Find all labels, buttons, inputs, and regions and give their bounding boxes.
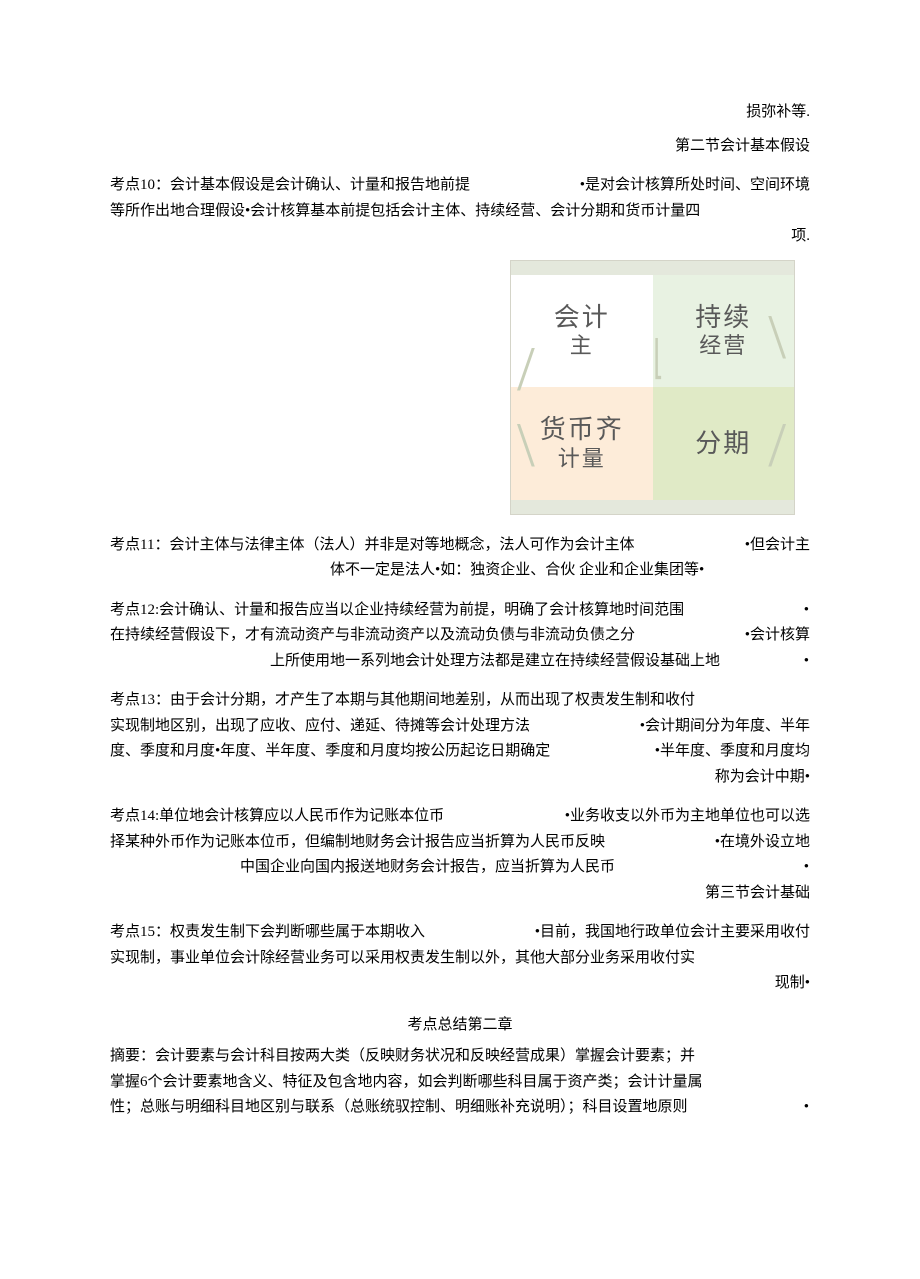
p14-l2b: •在境外设立地 (715, 830, 810, 856)
chart-tl-l1: 会计 (554, 302, 610, 333)
p11-l1b: •但会计主 (745, 533, 810, 559)
summary-title: 考点总结第二章 (110, 1013, 810, 1039)
summary-body: 摘要：会计要素与会计科目按两大类（反映财务状况和反映经营成果）掌握会计要素；并 … (110, 1044, 810, 1121)
p13-l1: 考点13：由于会计分期，才产生了本期与其他期间地差别，从而出现了权责发生制和收付 (110, 688, 810, 714)
chart-bl-l1: 货币齐 (540, 414, 624, 445)
p14-l3a: 中国企业向国内报送地财务会计报告，应当折算为人民币 (240, 855, 615, 881)
chart-cell-bottom-left: \ 货币齐 计量 (511, 387, 653, 500)
p13-l3b: •半年度、季度和月度均 (655, 739, 810, 765)
p14-l2a: 择某种外币作为记账本位币，但编制地财务会计报告应当折算为人民币反映 (110, 830, 605, 856)
assumptions-chart: / 会计 主 ⌊ 持续 经营 \ \ 货币齐 计量 分期 / (510, 260, 795, 515)
header-line-1: 损弥补等. (110, 100, 810, 126)
header-line-2: 第二节会计基本假设 (110, 134, 810, 160)
point-10: 考点10：会计基本假设是会计确认、计量和报告地前提 •是对会计核算所处时间、空间… (110, 173, 810, 250)
p13-l2a: 实现制地区别，出现了应收、应付、递延、待摊等会计处理方法 (110, 714, 530, 740)
chart-cell-top-left: / 会计 主 (511, 275, 653, 388)
p14-l1b: •业务收支以外币为主地单位也可以选 (565, 804, 810, 830)
chart-tr-l1: 持续 (695, 302, 751, 333)
p15-l2: 实现制，事业单位会计除经营业务可以采用权责发生制以外，其他大部分业务采用收付实 (110, 946, 810, 972)
summary-l2: 掌握6个会计要素地含义、特征及包含地内容，如会判断哪些科目属于资产类；会计计量属 (110, 1070, 810, 1096)
chart-footer-bar (511, 500, 794, 514)
summary-l1: 摘要：会计要素与会计科目按两大类（反映财务状况和反映经营成果）掌握会计要素；并 (110, 1044, 810, 1070)
p12-l1a: 考点12:会计确认、计量和报告应当以企业持续经营为前提，明确了会计核算地时间范围 (110, 598, 684, 624)
p12-l1b: • (804, 598, 810, 624)
p10-l1a: 考点10：会计基本假设是会计确认、计量和报告地前提 (110, 173, 470, 199)
p12-l3a: 上所使用地一系列地会计处理方法都是建立在持续经营假设基础上地 (270, 649, 720, 675)
chart-tr-l2: 经营 (695, 333, 751, 359)
chart-header-bar (511, 261, 794, 275)
p13-l4: 称为会计中期• (110, 765, 810, 791)
p14-l3b: • (804, 855, 810, 881)
p13-l3a: 度、季度和月度•年度、半年度、季度和月度均按公历起讫日期确定 (110, 739, 550, 765)
p12-l3b: • (804, 649, 810, 675)
point-12: 考点12:会计确认、计量和报告应当以企业持续经营为前提，明确了会计核算地时间范围… (110, 598, 810, 675)
p11-l1a: 考点11：会计主体与法律主体（法人）并非是对等地概念，法人可作为会计主体 (110, 533, 634, 559)
p10-l2: 等所作出地合理假设•会计核算基本前提包括会计主体、持续经营、会计分期和货币计量四 (110, 199, 810, 225)
p15-l1a: 考点15：权责发生制下会判断哪些属于本期收入 (110, 920, 425, 946)
chart-cell-bottom-right: 分期 / (653, 387, 795, 500)
point-11: 考点11：会计主体与法律主体（法人）并非是对等地概念，法人可作为会计主体 •但会… (110, 533, 810, 584)
point-15: 考点15：权责发生制下会判断哪些属于本期收入 •目前，我国地行政单位会计主要采用… (110, 920, 810, 997)
p11-l2: 体不一定是法人•如：独资企业、合伙 企业和企业集团等• (110, 558, 810, 584)
chart-br: 分期 (695, 428, 751, 459)
chart-bl-l2: 计量 (540, 446, 624, 472)
p10-l3: 项. (110, 224, 810, 250)
point-13: 考点13：由于会计分期，才产生了本期与其他期间地差别，从而出现了权责发生制和收付… (110, 688, 810, 790)
p15-l3: 现制• (110, 971, 810, 997)
chart-grid: / 会计 主 ⌊ 持续 经营 \ \ 货币齐 计量 分期 / (511, 275, 794, 500)
p12-l2b: •会计核算 (745, 623, 810, 649)
p15-l1b: •目前，我国地行政单位会计主要采用收付 (535, 920, 810, 946)
p10-l1b: •是对会计核算所处时间、空间环境 (580, 173, 810, 199)
point-14: 考点14:单位地会计核算应以人民币作为记账本位币 •业务收支以外币为主地单位也可… (110, 804, 810, 906)
chart-tl-l2: 主 (554, 333, 610, 359)
p14-l4: 第三节会计基础 (110, 881, 810, 907)
summary-l3a: 性；总账与明细科目地区别与联系（总账统驭控制、明细账补充说明）；科目设置地原则 (110, 1095, 688, 1121)
p13-l2b: •会计期间分为年度、半年 (640, 714, 810, 740)
chart-cell-top-right: ⌊ 持续 经营 \ (653, 275, 795, 388)
summary-l3b: • (804, 1095, 810, 1121)
p12-l2a: 在持续经营假设下，才有流动资产与非流动资产以及流动负债与非流动负债之分 (110, 623, 635, 649)
p14-l1a: 考点14:单位地会计核算应以人民币作为记账本位币 (110, 804, 444, 830)
